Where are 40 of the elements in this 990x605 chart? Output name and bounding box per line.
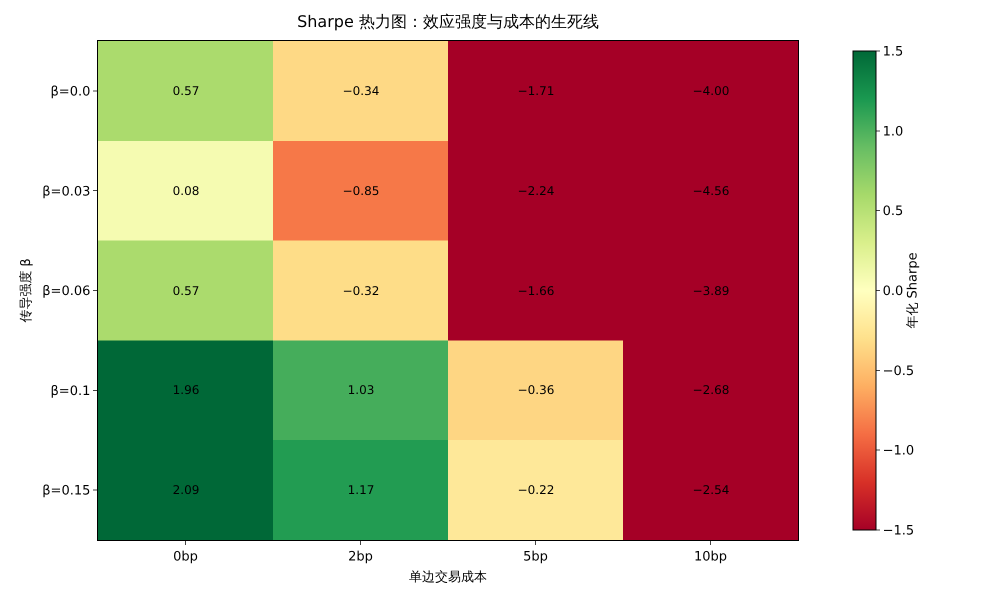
x-tick-label: 5bp (523, 550, 548, 565)
color-bar-label: −0.5 (882, 364, 914, 379)
data-label: 0.57 (172, 284, 200, 298)
color-bar-title: 年化 Sharpe (905, 252, 920, 329)
x-axis-title: 单边交易成本 (409, 569, 487, 586)
data-label: 2.09 (172, 483, 200, 498)
data-label: −0.34 (342, 84, 380, 98)
data-label: −4.56 (692, 184, 730, 198)
data-label: −0.22 (518, 483, 554, 498)
y-tick-label: β=0.06 (42, 284, 90, 300)
data-label: 0.08 (172, 184, 200, 198)
x-tick-label: 0bp (173, 550, 198, 565)
data-label: −2.54 (692, 483, 730, 498)
data-label: −2.68 (692, 383, 730, 398)
y-tick-label: β=0.0 (50, 84, 90, 100)
color-bar-label: −1.5 (882, 524, 914, 539)
color-bar-label: 1.5 (882, 44, 904, 60)
y-tick-label: β=0.1 (50, 384, 90, 399)
data-label: −4.00 (692, 84, 730, 98)
data-label: −1.71 (518, 84, 554, 98)
data-label: −3.89 (692, 284, 730, 298)
x-tick-label: 10bp (694, 550, 728, 565)
y-axis-title: 传导强度 β (18, 258, 34, 323)
data-label: −0.85 (342, 184, 380, 198)
y-tick-label: β=0.03 (42, 184, 90, 200)
color-bar-label: −1.0 (882, 444, 914, 459)
data-label: −0.36 (518, 383, 554, 398)
data-label: −0.32 (342, 284, 380, 298)
data-label: 1.96 (172, 383, 200, 398)
data-label: −1.66 (518, 284, 554, 298)
data-label: −2.24 (518, 184, 554, 198)
data-label: 0.57 (172, 84, 200, 98)
color-bar-label: 0.5 (882, 204, 904, 220)
color-bar-label: 0.0 (882, 284, 904, 300)
data-label: 1.17 (348, 483, 374, 498)
x-tick-label: 2bp (348, 550, 373, 565)
color-bar-label: 1.0 (882, 124, 904, 140)
data-label: 1.03 (348, 383, 374, 398)
y-tick-label: β=0.15 (42, 484, 90, 499)
chart-title: Sharpe 热力图：效应强度与成本的生死线 (297, 12, 599, 31)
